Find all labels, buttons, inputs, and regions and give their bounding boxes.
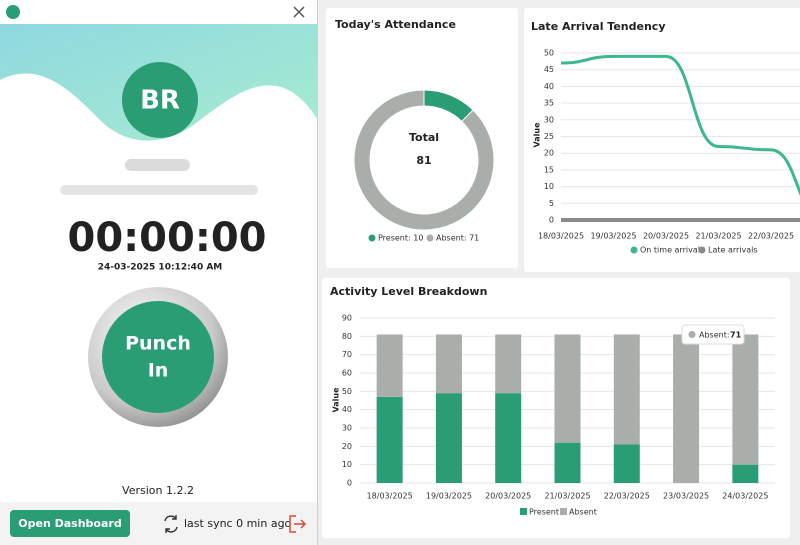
bar-segment xyxy=(554,334,581,443)
y-tick-label: 40 xyxy=(544,82,554,91)
x-tick-label: 18/03/2025 xyxy=(538,232,584,241)
y-tick-label: 15 xyxy=(544,165,554,174)
legend-swatch xyxy=(630,246,638,254)
y-tick-label: 90 xyxy=(342,314,352,323)
legend-swatch xyxy=(520,508,527,515)
datetime: 24-03-2025 10:12:40 AM xyxy=(98,263,223,273)
bar-segment xyxy=(495,393,522,483)
y-tick-label: 25 xyxy=(544,132,554,141)
timer: 00:00:00 xyxy=(68,215,267,261)
y-tick-label: 20 xyxy=(342,442,352,451)
dashboard-button-label: Open Dashboard xyxy=(18,517,121,530)
x-tick-label: 19/03/2025 xyxy=(590,232,636,241)
y-axis-label: Value xyxy=(533,122,542,148)
tooltip-name: Absent: xyxy=(699,331,730,340)
legend-swatch xyxy=(560,508,567,515)
y-tick-label: 70 xyxy=(342,350,352,359)
y-axis-label: Value xyxy=(332,387,341,413)
dashboard-button[interactable] xyxy=(10,510,130,537)
chart-title: Activity Level Breakdown xyxy=(330,285,487,298)
bar-segment xyxy=(613,444,640,483)
bar-segment xyxy=(376,396,403,483)
x-tick-label: 22/03/2025 xyxy=(604,492,650,501)
y-tick-label: 40 xyxy=(342,405,352,414)
blurred-email xyxy=(60,185,258,195)
center-value: 81 xyxy=(416,154,431,167)
punch-button[interactable] xyxy=(102,301,214,413)
legend-label: Absent: 71 xyxy=(436,234,479,243)
bar-segment xyxy=(495,334,522,394)
center-label: Total xyxy=(409,131,439,144)
logout-icon[interactable] xyxy=(289,515,307,533)
legend-swatch xyxy=(426,234,434,242)
y-tick-label: 50 xyxy=(544,49,554,58)
legend-swatch xyxy=(698,246,706,254)
bar-segment xyxy=(435,334,462,394)
tooltip-value: 71 xyxy=(730,331,742,340)
chart-title: Today's Attendance xyxy=(335,18,456,31)
legend-swatch xyxy=(368,234,376,242)
y-tick-label: 35 xyxy=(544,99,554,108)
bar-segment xyxy=(613,334,640,445)
legend-label: Present xyxy=(529,508,559,517)
donut-slice xyxy=(353,89,495,231)
bar-segment xyxy=(732,464,759,483)
logo xyxy=(6,5,20,19)
x-tick-label: 24/03/2025 xyxy=(722,492,768,501)
avatar xyxy=(122,62,198,138)
y-tick-label: 45 xyxy=(544,65,554,74)
y-tick-label: 10 xyxy=(342,460,352,469)
bar-segment xyxy=(435,393,462,483)
divider xyxy=(317,0,318,545)
x-tick-label: 20/03/2025 xyxy=(643,232,689,241)
legend-label: On time arrivals xyxy=(640,246,704,255)
y-tick-label: 0 xyxy=(549,216,554,225)
close-button[interactable] xyxy=(293,6,305,18)
blurred-name xyxy=(125,159,190,171)
legend-label: Late arrivals xyxy=(708,246,758,255)
bar-segment xyxy=(732,334,759,465)
card xyxy=(524,8,800,272)
chart-title: Late Arrival Tendency xyxy=(531,20,666,33)
y-tick-label: 30 xyxy=(544,115,554,124)
y-tick-label: 0 xyxy=(347,479,352,488)
y-tick-label: 20 xyxy=(544,149,554,158)
x-tick-label: 23/03/2025 xyxy=(663,492,709,501)
version: Version 1.2.2 xyxy=(122,484,194,497)
avatar-initials: BR xyxy=(140,86,180,116)
x-tick-label: 21/03/2025 xyxy=(695,232,741,241)
y-tick-label: 80 xyxy=(342,332,352,341)
sync-status: last sync 0 min ago xyxy=(184,517,292,530)
legend-label: Present: 10 xyxy=(378,234,423,243)
x-tick-label: 21/03/2025 xyxy=(544,492,590,501)
y-tick-label: 30 xyxy=(342,424,352,433)
y-tick-label: 5 xyxy=(549,199,554,208)
x-tick-label: 19/03/2025 xyxy=(426,492,472,501)
bar-segment xyxy=(673,334,700,483)
bar-segment xyxy=(376,334,403,397)
y-tick-label: 60 xyxy=(342,369,352,378)
y-tick-label: 10 xyxy=(544,182,554,191)
tooltip-swatch xyxy=(688,331,696,338)
x-tick-label: 22/03/2025 xyxy=(748,232,794,241)
y-tick-label: 50 xyxy=(342,387,352,396)
legend-label: Absent xyxy=(569,508,597,517)
line-series xyxy=(560,54,800,197)
x-tick-label: 20/03/2025 xyxy=(485,492,531,501)
punch-label: In xyxy=(148,360,169,382)
x-tick-label: 18/03/2025 xyxy=(367,492,413,501)
tooltip xyxy=(681,324,745,345)
bar-segment xyxy=(554,442,581,483)
punch-label: Punch xyxy=(125,333,191,355)
sync-icon[interactable] xyxy=(164,515,178,533)
